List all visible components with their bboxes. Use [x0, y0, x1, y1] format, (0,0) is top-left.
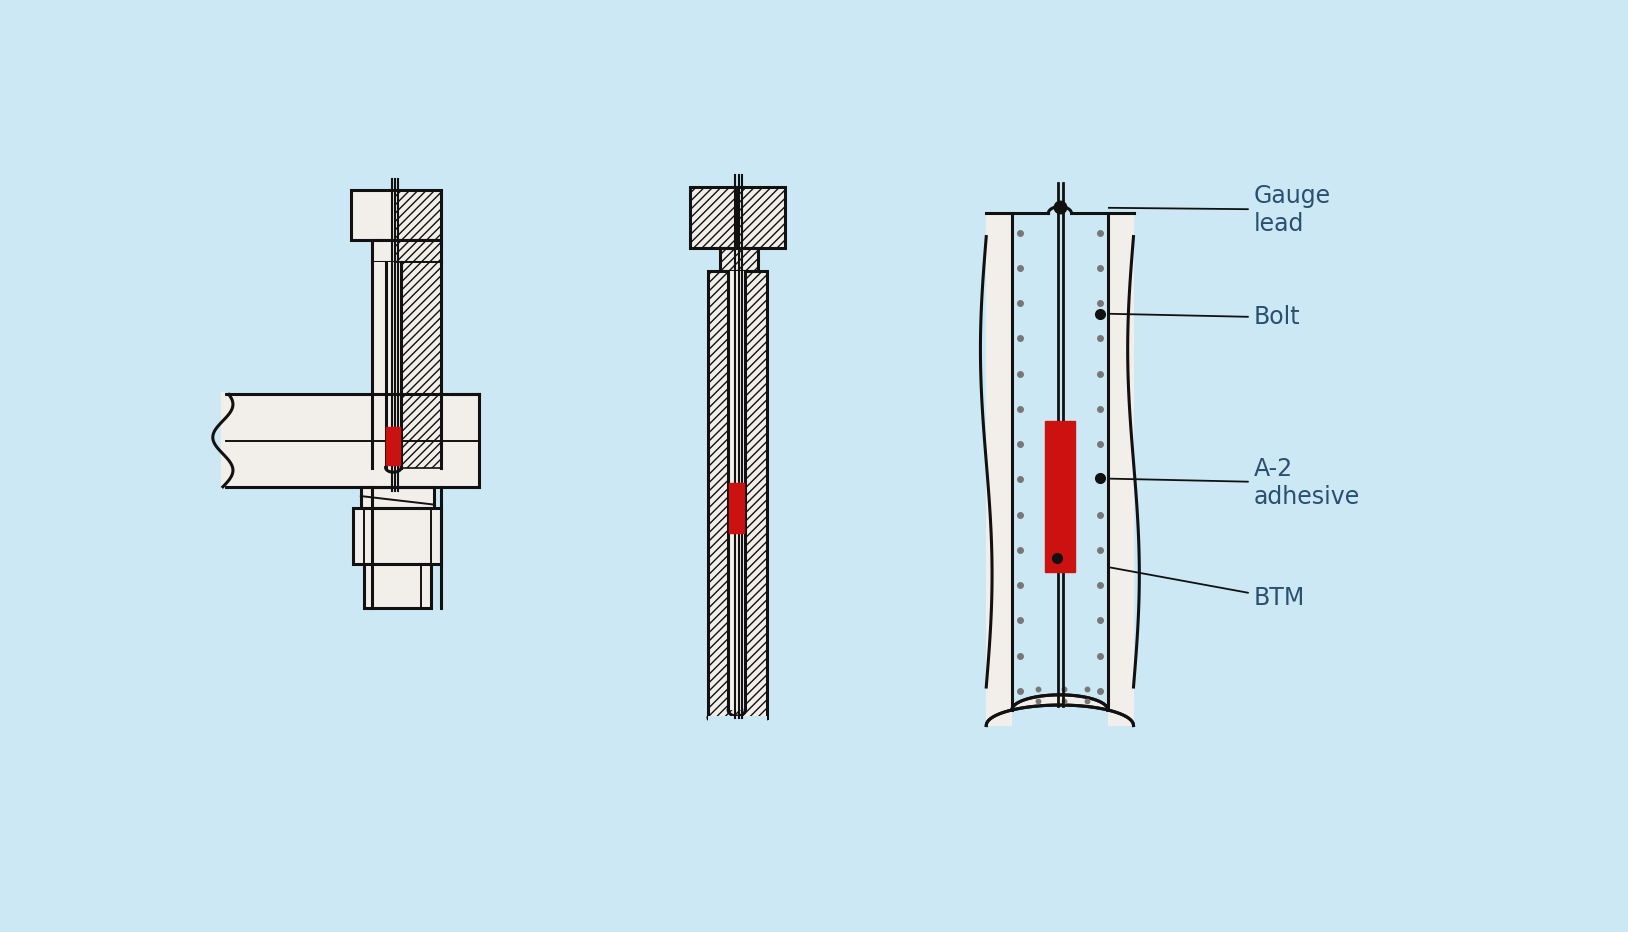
- Polygon shape: [708, 717, 767, 747]
- Polygon shape: [729, 483, 744, 533]
- Text: Bolt: Bolt: [1102, 306, 1301, 329]
- Polygon shape: [1045, 421, 1074, 571]
- Polygon shape: [373, 262, 441, 468]
- Polygon shape: [373, 240, 441, 262]
- Polygon shape: [361, 487, 433, 508]
- Polygon shape: [1013, 175, 1109, 710]
- Polygon shape: [987, 695, 1133, 725]
- Polygon shape: [1109, 213, 1133, 725]
- Polygon shape: [987, 213, 1013, 725]
- Polygon shape: [350, 190, 441, 240]
- Polygon shape: [690, 186, 785, 248]
- Text: Gauge
lead: Gauge lead: [1063, 184, 1330, 236]
- Polygon shape: [386, 427, 400, 465]
- Polygon shape: [223, 394, 479, 487]
- Polygon shape: [720, 248, 757, 271]
- Polygon shape: [728, 271, 746, 710]
- Text: BTM: BTM: [1060, 558, 1306, 610]
- Polygon shape: [365, 564, 430, 609]
- Polygon shape: [353, 508, 441, 564]
- Text: A-2
adhesive: A-2 adhesive: [1102, 457, 1359, 509]
- Polygon shape: [708, 271, 767, 718]
